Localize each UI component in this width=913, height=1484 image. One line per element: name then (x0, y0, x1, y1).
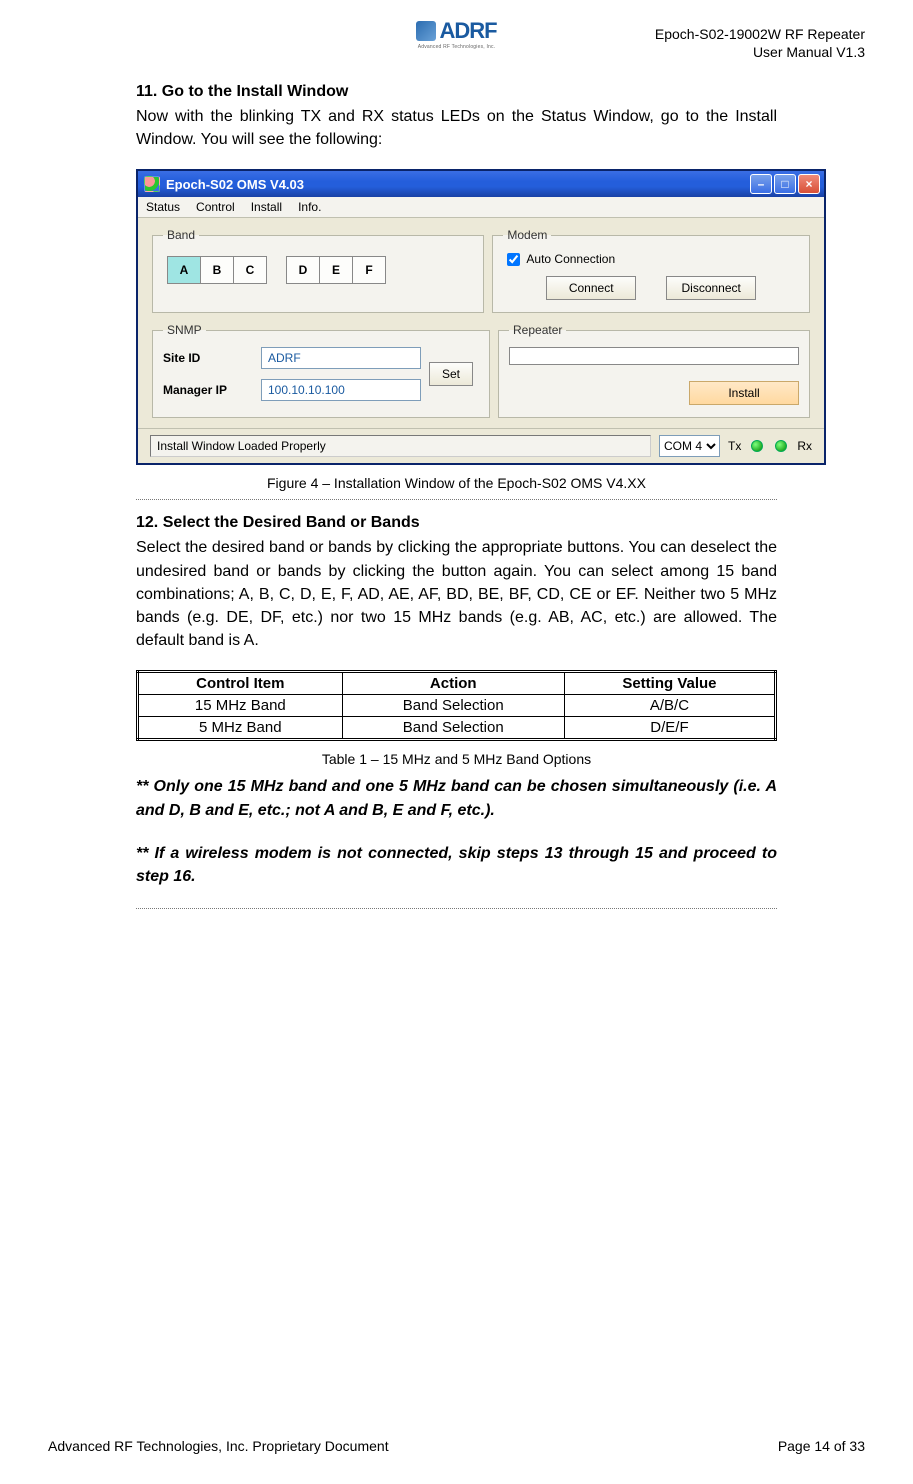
table-row: 15 MHz Band Band Selection A/B/C (138, 695, 776, 717)
modem-group: Modem Auto Connection Connect Disconnect (492, 228, 810, 313)
disconnect-button[interactable]: Disconnect (666, 276, 756, 300)
connect-button[interactable]: Connect (546, 276, 636, 300)
section11-title: 11. Go to the Install Window (136, 83, 777, 101)
repeater-group: Repeater Install (498, 323, 810, 418)
com-port-select[interactable]: COM 4 (659, 435, 720, 457)
oms-window: Epoch-S02 OMS V4.03 – □ × Status Control… (136, 169, 826, 465)
logo-subtext: Advanced RF Technologies, Inc. (418, 44, 496, 50)
page-header: ADRF Advanced RF Technologies, Inc. Epoc… (48, 15, 865, 53)
separator-2 (136, 908, 777, 909)
auto-connection-label: Auto Connection (526, 252, 615, 266)
product-line2: User Manual V1.3 (655, 43, 865, 61)
close-button[interactable]: × (798, 174, 820, 194)
band-b-button[interactable]: B (200, 256, 234, 284)
band-d-button[interactable]: D (286, 256, 320, 284)
manager-ip-label: Manager IP (163, 383, 253, 397)
statusbar: Install Window Loaded Properly COM 4 Tx … (138, 428, 824, 463)
band-legend: Band (163, 228, 199, 242)
page-footer: Advanced RF Technologies, Inc. Proprieta… (48, 1438, 865, 1454)
tx-label: Tx (728, 439, 741, 453)
snmp-legend: SNMP (163, 323, 206, 337)
col-setting-value: Setting Value (564, 672, 775, 695)
menu-status[interactable]: Status (146, 200, 180, 214)
tx-led-icon (751, 440, 763, 452)
status-text: Install Window Loaded Properly (150, 435, 651, 457)
section11-body: Now with the blinking TX and RX status L… (136, 105, 777, 151)
menu-info[interactable]: Info. (298, 200, 321, 214)
modem-legend: Modem (503, 228, 551, 242)
band-options-table: Control Item Action Setting Value 15 MHz… (136, 670, 777, 741)
col-action: Action (342, 672, 564, 695)
header-right: Epoch-S02-19002W RF Repeater User Manual… (655, 25, 865, 61)
separator-1 (136, 499, 777, 500)
band-e-button[interactable]: E (319, 256, 353, 284)
content: 11. Go to the Install Window Now with th… (48, 83, 865, 909)
window-title: Epoch-S02 OMS V4.03 (166, 177, 304, 192)
minimize-button[interactable]: – (750, 174, 772, 194)
band-buttons: A B C D E F (163, 252, 473, 288)
col-control-item: Control Item (138, 672, 343, 695)
band-a-button[interactable]: A (167, 256, 201, 284)
auto-connection-checkbox[interactable] (507, 253, 520, 266)
site-id-label: Site ID (163, 351, 253, 365)
manager-ip-field[interactable] (261, 379, 421, 401)
rx-label: Rx (797, 439, 812, 453)
band-c-button[interactable]: C (233, 256, 267, 284)
band-f-button[interactable]: F (352, 256, 386, 284)
menu-control[interactable]: Control (196, 200, 235, 214)
maximize-button[interactable]: □ (774, 174, 796, 194)
snmp-group: SNMP Site ID Set Manager IP (152, 323, 490, 418)
footer-left: Advanced RF Technologies, Inc. Proprieta… (48, 1438, 389, 1454)
figure4-caption: Figure 4 – Installation Window of the Ep… (136, 475, 777, 491)
logo-icon (416, 21, 436, 41)
titlebar: Epoch-S02 OMS V4.03 – □ × (138, 171, 824, 197)
install-button[interactable]: Install (689, 381, 799, 405)
logo-text: ADRF (439, 18, 496, 44)
note-skip-modem: ** If a wireless modem is not connected,… (136, 842, 777, 888)
site-id-field[interactable] (261, 347, 421, 369)
page: ADRF Advanced RF Technologies, Inc. Epoc… (0, 0, 913, 1484)
product-line1: Epoch-S02-19002W RF Repeater (655, 25, 865, 43)
section12-title: 12. Select the Desired Band or Bands (136, 514, 777, 532)
section12-body: Select the desired band or bands by clic… (136, 536, 777, 652)
note-band-constraint: ** Only one 15 MHz band and one 5 MHz ba… (136, 775, 777, 821)
band-group: Band A B C D E F (152, 228, 484, 313)
repeater-legend: Repeater (509, 323, 566, 337)
footer-right: Page 14 of 33 (778, 1438, 865, 1454)
menubar: Status Control Install Info. (138, 197, 824, 218)
logo: ADRF Advanced RF Technologies, Inc. (403, 15, 511, 53)
repeater-progress (509, 347, 799, 365)
table1-caption: Table 1 – 15 MHz and 5 MHz Band Options (136, 751, 777, 767)
table-header-row: Control Item Action Setting Value (138, 672, 776, 695)
rx-led-icon (775, 440, 787, 452)
set-button[interactable]: Set (429, 362, 473, 386)
table-row: 5 MHz Band Band Selection D/E/F (138, 717, 776, 740)
app-icon (144, 176, 160, 192)
logo-text-row: ADRF (416, 18, 496, 44)
client-area: Band A B C D E F Modem (138, 218, 824, 428)
menu-install[interactable]: Install (251, 200, 282, 214)
